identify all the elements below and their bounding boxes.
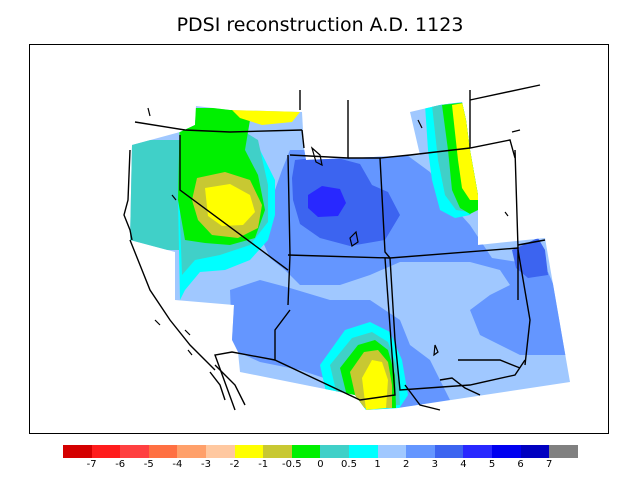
boundary-arizona bbox=[274, 257, 396, 401]
lake-east bbox=[504, 211, 509, 217]
boundary-dakota bbox=[469, 84, 541, 101]
field-deep-blue-core bbox=[308, 186, 346, 217]
colorbar-tick-label: 5 bbox=[488, 459, 496, 470]
boundary-kansas bbox=[514, 149, 519, 300]
colorbar-swatch bbox=[463, 445, 492, 458]
colorbar-swatch bbox=[377, 445, 407, 458]
colorbar-swatch bbox=[234, 445, 264, 458]
colorbar-tick-label: 2 bbox=[403, 459, 410, 470]
colorbar-tick-label: -1 bbox=[258, 459, 269, 470]
map-frame bbox=[29, 44, 609, 434]
island-1 bbox=[154, 319, 161, 326]
lake-tahoe bbox=[171, 194, 177, 201]
colorbar-tick-label: 4 bbox=[460, 459, 467, 470]
colorbar-swatch bbox=[177, 445, 206, 458]
island-3 bbox=[187, 349, 193, 356]
colorbar-tick-label: 3 bbox=[431, 459, 438, 470]
boundary-nevada-north bbox=[179, 135, 289, 271]
colorbar-swatch bbox=[263, 445, 292, 458]
field-dark-blue-center bbox=[292, 156, 400, 246]
lakes bbox=[147, 107, 521, 357]
colorbar-tick-label: -2 bbox=[229, 459, 240, 470]
field-yellow-nevada bbox=[205, 184, 255, 226]
boundary-texas-north bbox=[458, 359, 521, 369]
field-teal-west bbox=[130, 140, 180, 250]
boundary-baja-coast bbox=[209, 371, 226, 401]
lake-north bbox=[310, 146, 323, 167]
colorbar-tick-label: -4 bbox=[172, 459, 183, 470]
boundary-texas-border bbox=[404, 384, 441, 411]
lake-ne bbox=[417, 119, 423, 129]
colorbar-tick-label: -5 bbox=[143, 459, 154, 470]
colorbar-swatch bbox=[406, 445, 435, 458]
colorbar-swatch bbox=[63, 445, 92, 458]
colorbar-tick-label: 0.5 bbox=[341, 459, 357, 470]
boundary-oklahoma bbox=[517, 239, 546, 246]
boundary-new-mexico bbox=[389, 257, 526, 391]
colorbar-tick-label: -0.5 bbox=[282, 459, 302, 470]
boundary-coast-north bbox=[123, 149, 133, 241]
boundary-rio-grande bbox=[439, 377, 481, 396]
boundary-mexico-border bbox=[214, 351, 276, 411]
boundary-canada bbox=[134, 121, 303, 133]
boundary-idaho bbox=[301, 129, 305, 149]
boundary-coast-south bbox=[129, 239, 216, 371]
colorbar-tick-labels: -7 -6 -5 -4 -3 -2 -1 -0.5 0 0.5 1 2 3 4 5 6 7 bbox=[0, 459, 640, 473]
colorbar-tick-label: -7 bbox=[86, 459, 97, 470]
colorbar-swatch bbox=[491, 445, 521, 458]
colorbar-tick-label: 1 bbox=[374, 459, 381, 470]
boundary-colorado-north bbox=[379, 157, 519, 259]
colorbar-swatch bbox=[320, 445, 349, 458]
colorbar-swatch bbox=[291, 445, 321, 458]
great-salt-lake bbox=[349, 230, 359, 247]
island-2 bbox=[184, 329, 191, 336]
colorbar-tick-label: 6 bbox=[517, 459, 524, 470]
boundary-wyoming-south bbox=[348, 139, 516, 159]
lake-south bbox=[433, 344, 439, 357]
colorbar-tick-label: -6 bbox=[115, 459, 126, 470]
colorbar bbox=[63, 445, 578, 458]
colorbar-swatch bbox=[120, 445, 149, 458]
colorbar-swatch bbox=[348, 445, 378, 458]
pdsi-field bbox=[130, 102, 570, 410]
boundary-texas bbox=[517, 249, 531, 366]
colorbar-tick-label: 0 bbox=[317, 459, 324, 470]
colorbar-swatch bbox=[148, 445, 178, 458]
boundary-gulf-california bbox=[214, 364, 246, 406]
field-yellow-north bbox=[230, 108, 300, 125]
colorbar-swatch bbox=[520, 445, 550, 458]
boundary-colorado-mid bbox=[287, 254, 391, 259]
map-title: PDSI reconstruction A.D. 1123 bbox=[176, 14, 464, 36]
colorbar-swatch bbox=[91, 445, 121, 458]
lake-far-ne bbox=[511, 129, 521, 133]
lake-nw bbox=[147, 107, 151, 117]
colorbar-swatch bbox=[549, 445, 578, 458]
colorbar-swatch bbox=[205, 445, 235, 458]
state-boundaries bbox=[123, 84, 546, 411]
colorbar-swatch bbox=[434, 445, 464, 458]
colorbar-tick-label: 7 bbox=[546, 459, 553, 470]
colorbar-tick-label: -3 bbox=[201, 459, 211, 470]
